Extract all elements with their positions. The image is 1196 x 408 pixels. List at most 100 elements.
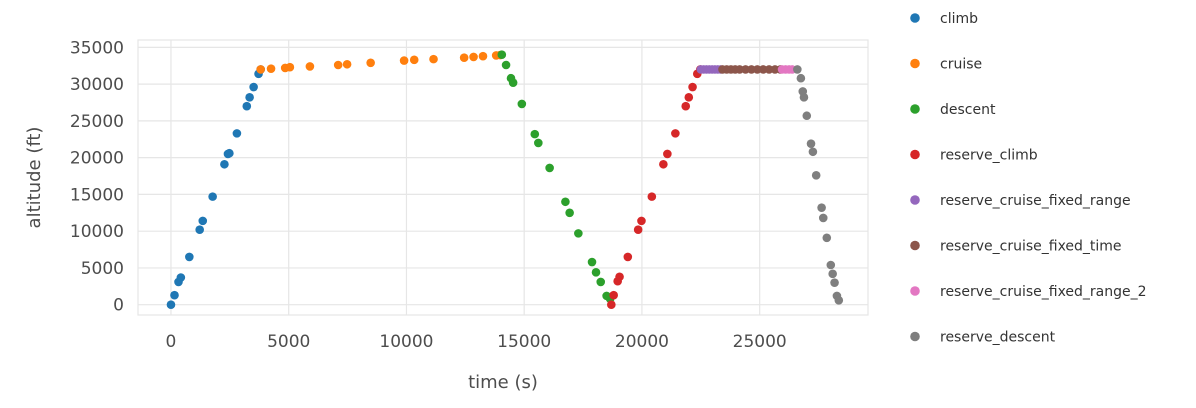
legend-item: descent bbox=[910, 102, 996, 118]
data-point bbox=[220, 159, 229, 169]
data-point bbox=[637, 216, 646, 226]
x-tick-label: 10000 bbox=[379, 332, 433, 352]
data-point bbox=[342, 59, 352, 69]
data-point bbox=[663, 149, 672, 159]
legend-item: cruise bbox=[910, 57, 982, 73]
data-point bbox=[534, 138, 543, 148]
y-tick-label: 35000 bbox=[70, 38, 124, 58]
series-reserve-descent bbox=[793, 65, 844, 305]
data-point bbox=[607, 300, 616, 310]
legend-label: reserve_descent bbox=[940, 330, 1056, 346]
data-point bbox=[735, 65, 744, 74]
y-tick-label: 20000 bbox=[70, 149, 124, 169]
legend-label: climb bbox=[940, 11, 978, 27]
data-point bbox=[822, 233, 832, 243]
data-point bbox=[609, 290, 618, 300]
data-point bbox=[266, 64, 276, 73]
y-tick-label: 15000 bbox=[70, 185, 124, 205]
legend-marker bbox=[910, 13, 920, 23]
data-point bbox=[587, 257, 597, 267]
data-point bbox=[399, 56, 409, 65]
data-point bbox=[232, 129, 242, 138]
x-tick-label: 15000 bbox=[497, 332, 551, 352]
data-point bbox=[429, 54, 438, 64]
data-point bbox=[834, 295, 844, 305]
data-point bbox=[830, 278, 839, 287]
data-point bbox=[671, 129, 680, 138]
data-point bbox=[195, 225, 204, 235]
legend-marker bbox=[910, 286, 920, 296]
data-point bbox=[459, 53, 469, 62]
y-tick-label: 25000 bbox=[70, 112, 124, 132]
data-point bbox=[176, 273, 186, 282]
data-point bbox=[811, 170, 821, 180]
data-point bbox=[409, 55, 419, 65]
data-point bbox=[796, 73, 806, 83]
data-point bbox=[633, 225, 643, 235]
legend-item: reserve_cruise_fixed_range bbox=[910, 193, 1131, 209]
data-point bbox=[802, 111, 812, 121]
data-point bbox=[826, 260, 836, 270]
x-axis-label: time (s) bbox=[468, 372, 538, 393]
data-point bbox=[688, 82, 697, 92]
data-point bbox=[256, 65, 265, 74]
data-point bbox=[225, 148, 234, 158]
data-point bbox=[591, 268, 601, 277]
data-point bbox=[747, 65, 756, 74]
series-cruise bbox=[256, 50, 505, 74]
legend-item: reserve_climb bbox=[910, 148, 1038, 164]
data-point bbox=[249, 82, 258, 92]
data-point bbox=[681, 101, 691, 111]
data-point bbox=[242, 101, 252, 111]
data-point bbox=[753, 65, 762, 74]
data-point bbox=[828, 269, 837, 279]
data-point bbox=[305, 62, 315, 71]
data-point bbox=[170, 290, 179, 300]
x-tick-label: 0 bbox=[166, 332, 177, 352]
data-point bbox=[806, 139, 816, 148]
legend-marker bbox=[910, 58, 920, 69]
legend-label: cruise bbox=[940, 57, 982, 73]
legend-item: reserve_descent bbox=[910, 330, 1056, 346]
legend-marker bbox=[910, 104, 920, 114]
data-point bbox=[764, 65, 774, 74]
legend-item: reserve_cruise_fixed_time bbox=[910, 239, 1122, 255]
legend-item: reserve_cruise_fixed_range_2 bbox=[910, 284, 1147, 300]
series-reserve-cruise-fixed-range-2 bbox=[777, 65, 797, 74]
data-point bbox=[793, 65, 802, 74]
legend-label: reserve_cruise_fixed_time bbox=[940, 239, 1122, 255]
legend-marker bbox=[910, 331, 920, 342]
plot-frame bbox=[137, 39, 869, 316]
y-tick-label: 10000 bbox=[70, 222, 124, 242]
data-point bbox=[647, 192, 657, 201]
data-point bbox=[545, 163, 554, 173]
legend: climb cruise descent reserve_climb reserve_c… bbox=[910, 11, 1147, 346]
data-point bbox=[501, 60, 511, 70]
x-tick-label: 20000 bbox=[615, 332, 669, 352]
legend-label: reserve_cruise_fixed_range bbox=[940, 193, 1131, 209]
series-reserve-cruise-fixed-time bbox=[718, 65, 785, 74]
legend-label: descent bbox=[940, 102, 996, 118]
series-reserve-climb bbox=[607, 65, 705, 310]
y-axis-ticks: 0 5000 10000 15000 20000 25000 30000 35000 bbox=[70, 38, 124, 315]
data-point bbox=[198, 216, 208, 226]
grid bbox=[138, 40, 868, 315]
data-point bbox=[758, 65, 768, 74]
data-point bbox=[818, 213, 828, 223]
data-point bbox=[166, 300, 176, 310]
data-point bbox=[659, 159, 668, 169]
data-point bbox=[623, 252, 633, 262]
data-point bbox=[497, 50, 507, 60]
data-point bbox=[245, 93, 254, 102]
legend-marker bbox=[910, 195, 920, 205]
y-tick-label: 30000 bbox=[70, 75, 124, 95]
data-point bbox=[517, 99, 527, 109]
legend-label: reserve_climb bbox=[940, 148, 1038, 164]
data-points bbox=[166, 50, 844, 310]
data-point bbox=[208, 192, 217, 201]
data-point bbox=[561, 197, 570, 207]
legend-label: reserve_cruise_fixed_range_2 bbox=[940, 284, 1147, 300]
data-point bbox=[684, 93, 694, 102]
data-point bbox=[530, 129, 540, 139]
